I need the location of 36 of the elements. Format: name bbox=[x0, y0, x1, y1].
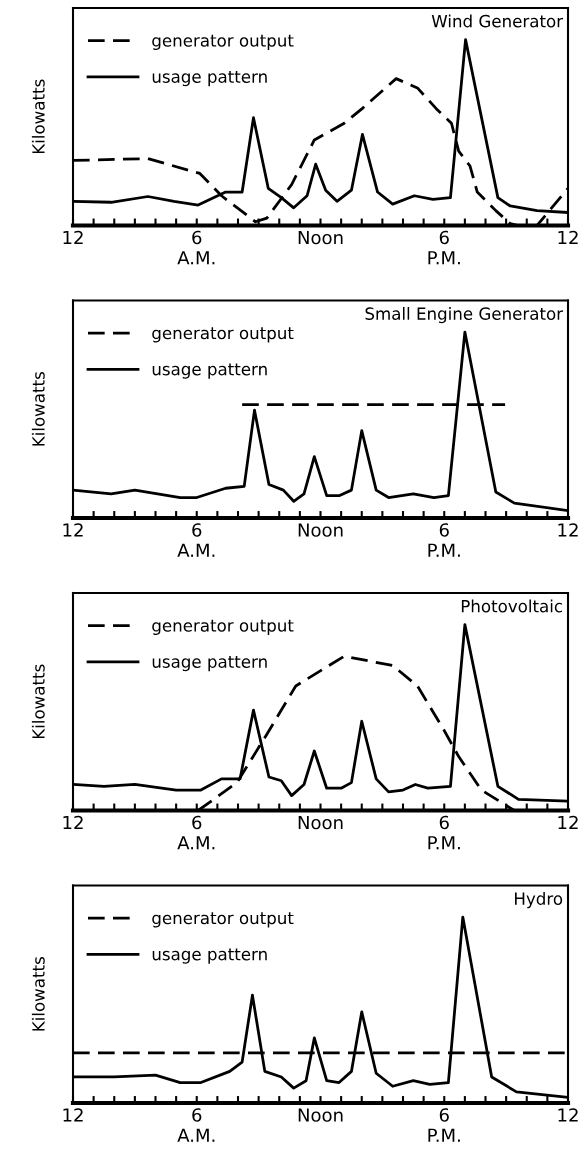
legend-label: generator output bbox=[152, 912, 294, 928]
x-tick-label: 12 bbox=[63, 523, 83, 537]
chart-title: Small Engine Generator bbox=[365, 307, 564, 324]
x-tick-label: Noon bbox=[298, 1108, 343, 1122]
x-tick-label: 6 P.M. bbox=[428, 230, 460, 265]
legend-label: generator output bbox=[152, 619, 294, 636]
chart-title: Photovoltaic bbox=[461, 599, 563, 613]
y-axis-title: Kilowatts bbox=[31, 664, 45, 739]
legend-label: usage pattern bbox=[152, 70, 267, 87]
x-tick-label: Noon bbox=[298, 230, 343, 245]
y-axis-title: Kilowatts bbox=[31, 372, 45, 446]
x-tick-label: 6 A.M. bbox=[177, 230, 215, 265]
y-axis-title: Kilowatts bbox=[31, 957, 45, 1031]
x-tick-label: 12 bbox=[63, 1108, 83, 1122]
x-tick-label: 6 A.M. bbox=[177, 815, 215, 850]
chart-title: Wind Generator bbox=[431, 14, 564, 28]
x-tick-label: 6 P.M. bbox=[428, 523, 460, 557]
legend-label: usage pattern bbox=[152, 655, 267, 672]
x-tick-label: 12 bbox=[63, 230, 83, 245]
y-axis-title: Kilowatts bbox=[31, 79, 45, 154]
legend-label: generator output bbox=[152, 327, 294, 343]
legend-label: generator output bbox=[152, 34, 294, 51]
chart-title: Hydro bbox=[515, 892, 563, 909]
legend-label: usage pattern bbox=[152, 948, 267, 964]
x-tick-label: Noon bbox=[298, 815, 343, 830]
x-tick-label: 12 bbox=[63, 815, 83, 830]
x-tick-label: 6 P.M. bbox=[428, 1108, 460, 1142]
x-tick-label: 6 A.M. bbox=[177, 1108, 215, 1142]
x-tick-label: 12 bbox=[558, 1108, 578, 1122]
x-tick-label: Noon bbox=[298, 523, 343, 537]
x-tick-label: 6 A.M. bbox=[177, 523, 215, 557]
legend-label: usage pattern bbox=[152, 363, 267, 379]
x-tick-label: 12 bbox=[558, 523, 578, 537]
x-tick-label: 6 P.M. bbox=[428, 815, 460, 850]
x-tick-label: 12 bbox=[558, 815, 578, 830]
x-tick-label: 12 bbox=[558, 230, 578, 245]
